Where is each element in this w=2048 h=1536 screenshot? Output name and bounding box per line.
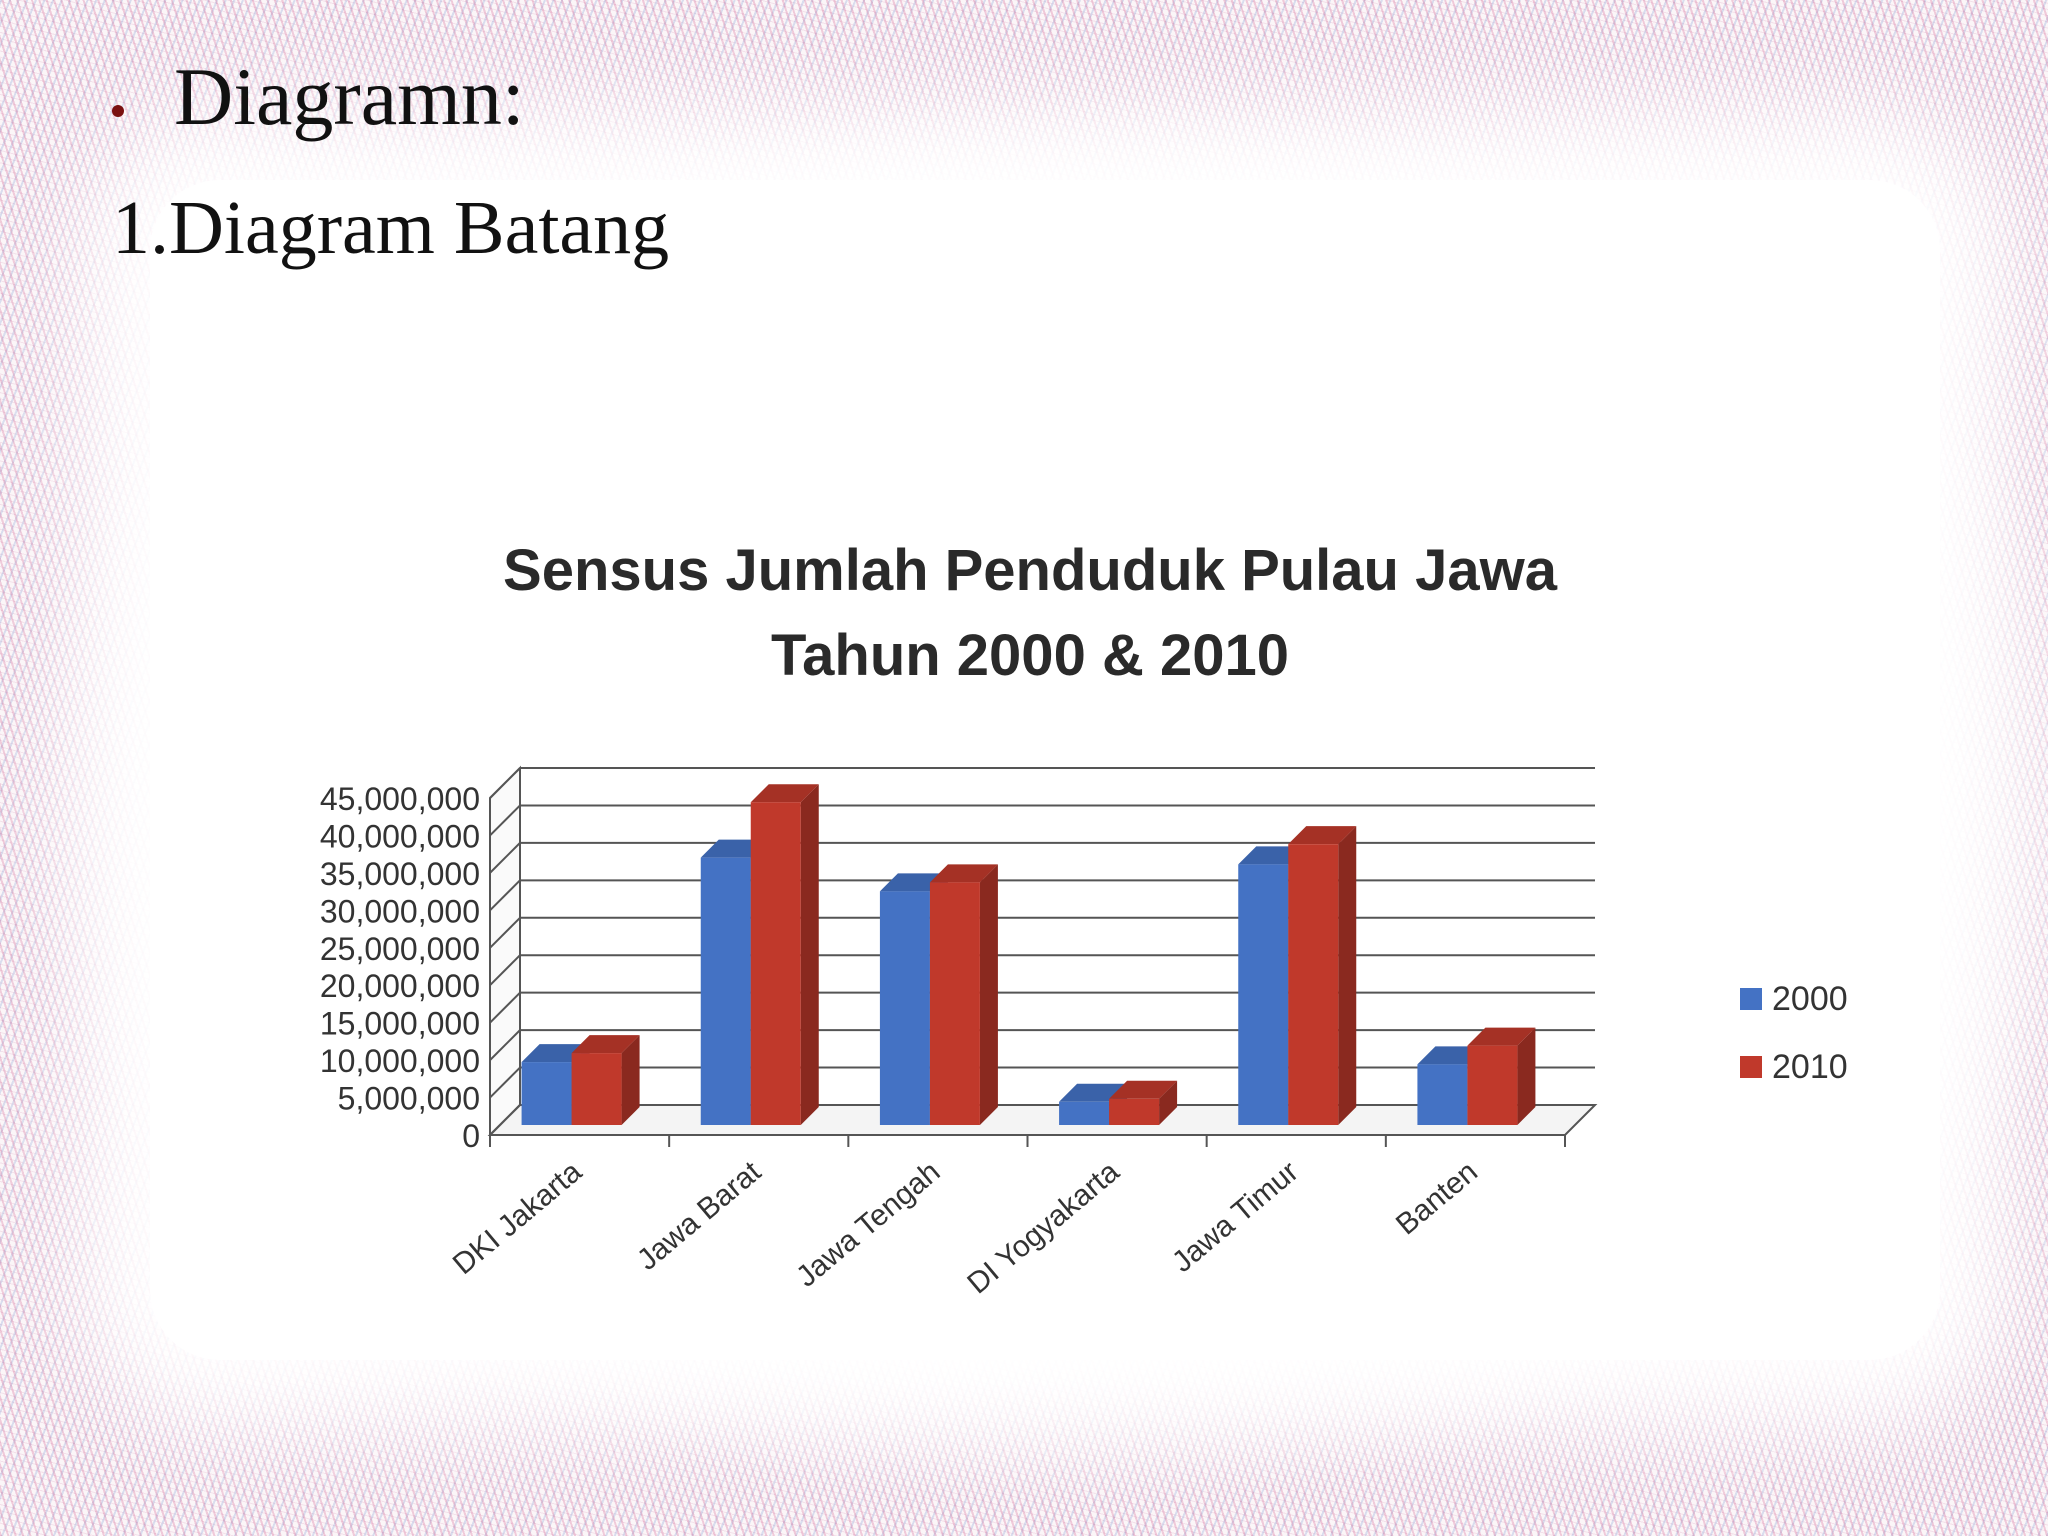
bar — [1109, 1098, 1160, 1125]
bar — [929, 882, 980, 1125]
content-panel — [150, 180, 1940, 1360]
numbered-prefix: 1. — [112, 186, 169, 270]
gridline-side — [489, 954, 521, 986]
y-tick-label: 0 — [462, 1118, 480, 1154]
legend-label: 2010 — [1772, 1048, 1848, 1086]
legend-label: 2000 — [1772, 980, 1848, 1018]
y-tick-label: 40,000,000 — [320, 818, 480, 854]
bar-top — [750, 784, 819, 803]
gridline-side — [489, 1066, 521, 1099]
bar — [1417, 1064, 1468, 1125]
x-tick-label: DI Yogyakarta — [961, 1155, 1126, 1301]
bar — [750, 802, 801, 1125]
x-tick-label: Jawa Barat — [631, 1155, 768, 1277]
bar-top — [929, 864, 998, 883]
gridline-side — [489, 1029, 521, 1061]
gridline-side — [489, 991, 521, 1024]
y-tick-label: 30,000,000 — [320, 893, 480, 929]
y-tick-label: 15,000,000 — [320, 1006, 480, 1042]
bar — [1059, 1101, 1110, 1125]
bar-side — [1159, 1080, 1178, 1125]
y-tick-label: 5,000,000 — [338, 1081, 480, 1117]
y-tick-label: 10,000,000 — [320, 1043, 480, 1079]
bar-top — [1059, 1083, 1128, 1102]
bar — [521, 1062, 572, 1125]
bar-top — [1467, 1027, 1536, 1046]
bar-chart: Sensus Jumlah Penduduk Pulau Jawa Tahun 2… — [320, 540, 1848, 1301]
bullet-text: Diagramn: — [174, 51, 525, 142]
y-tick-label: 20,000,000 — [320, 968, 480, 1004]
gridline-side — [489, 767, 521, 799]
side-wall — [489, 765, 521, 1138]
bar — [571, 1053, 622, 1125]
legend-swatch — [1740, 1056, 1762, 1078]
gridline-side — [489, 1104, 521, 1136]
gridline-side — [489, 879, 521, 912]
bar — [1288, 844, 1339, 1125]
gridline-side — [489, 842, 521, 874]
bullet-heading: Diagramn: — [112, 50, 525, 144]
bar — [700, 857, 751, 1125]
bar-side — [800, 784, 819, 1125]
bar — [1467, 1045, 1518, 1125]
y-tick-label: 35,000,000 — [320, 856, 480, 892]
x-tick-label: DKI Jakarta — [447, 1155, 589, 1281]
bar — [1238, 864, 1289, 1125]
bar-side — [1517, 1027, 1536, 1125]
chart-title-line: Tahun 2000 & 2010 — [771, 623, 1289, 688]
bar — [879, 891, 930, 1125]
bar-top — [1288, 826, 1357, 845]
bar-side — [621, 1035, 640, 1125]
x-tick-label: Jawa Timur — [1166, 1155, 1305, 1279]
numbered-text: Diagram Batang — [169, 186, 670, 270]
y-tick-label: 25,000,000 — [320, 931, 480, 967]
y-tick-label: 45,000,000 — [320, 781, 480, 817]
bar-top — [571, 1035, 640, 1054]
x-tick-label: Banten — [1390, 1155, 1484, 1241]
bullet-icon — [112, 105, 124, 117]
bar-side — [979, 864, 998, 1125]
chart-title-line: Sensus Jumlah Penduduk Pulau Jawa — [503, 540, 1558, 603]
gridline-side — [489, 804, 521, 837]
gridline-side — [489, 917, 521, 949]
bar-side — [1338, 826, 1357, 1125]
numbered-heading: 1.Diagram Batang — [112, 185, 669, 272]
x-tick-label: Jawa Tengah — [790, 1155, 946, 1294]
legend-swatch — [1740, 988, 1762, 1010]
bar-top — [1109, 1080, 1178, 1099]
